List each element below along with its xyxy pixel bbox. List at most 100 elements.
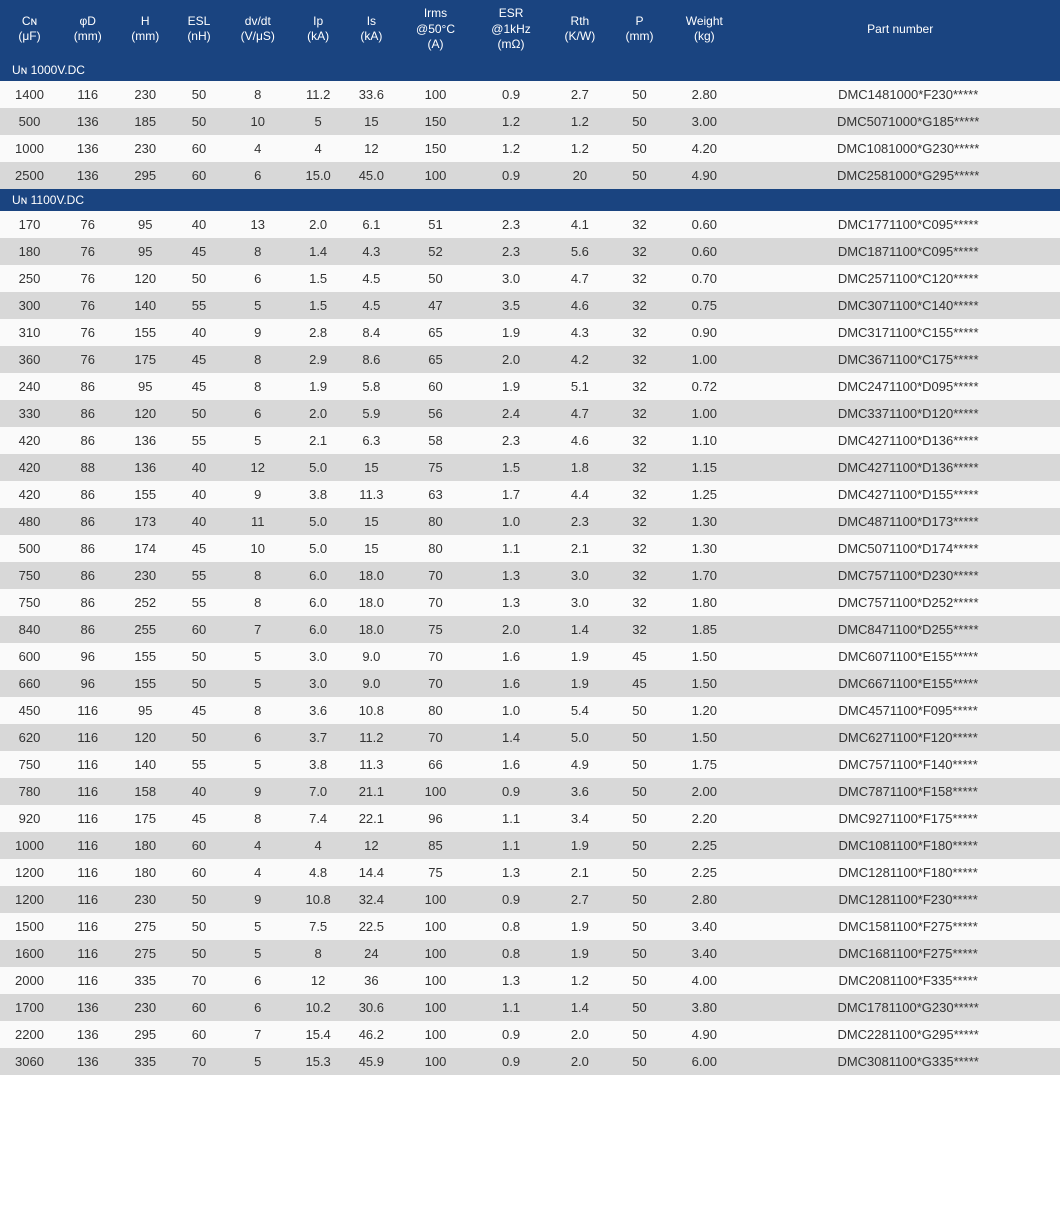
data-cell: 0.9 bbox=[473, 1021, 549, 1048]
data-cell: 1.9 bbox=[549, 643, 611, 670]
data-cell: 0.60 bbox=[668, 238, 740, 265]
part-number-cell: DMC5071100*D174***** bbox=[740, 535, 1060, 562]
table-row: 250013629560615.045.01000.920504.90DMC25… bbox=[0, 162, 1060, 189]
data-cell: 55 bbox=[174, 427, 224, 454]
data-cell: 32 bbox=[611, 616, 668, 643]
data-cell: 155 bbox=[116, 481, 173, 508]
data-cell: 1.15 bbox=[668, 454, 740, 481]
data-cell: 50 bbox=[174, 724, 224, 751]
data-cell: 420 bbox=[0, 481, 59, 508]
part-number-cell: DMC8471100*D255***** bbox=[740, 616, 1060, 643]
data-cell: 1.30 bbox=[668, 535, 740, 562]
part-number-cell: DMC1481000*F230***** bbox=[740, 81, 1060, 108]
data-cell: 45 bbox=[174, 346, 224, 373]
part-number-cell: DMC4271100*D155***** bbox=[740, 481, 1060, 508]
data-cell: 2.1 bbox=[549, 859, 611, 886]
data-cell: 4.6 bbox=[549, 427, 611, 454]
data-cell: 1.2 bbox=[473, 108, 549, 135]
data-cell: 3.8 bbox=[292, 751, 345, 778]
data-cell: 2.8 bbox=[292, 319, 345, 346]
col-header-11: Weight(kg) bbox=[668, 0, 740, 59]
data-cell: 2.0 bbox=[292, 211, 345, 238]
data-cell: 450 bbox=[0, 697, 59, 724]
part-number-cell: DMC2281100*G295***** bbox=[740, 1021, 1060, 1048]
data-cell: 65 bbox=[398, 346, 473, 373]
data-cell: 1.2 bbox=[473, 135, 549, 162]
data-cell: 9 bbox=[224, 319, 292, 346]
data-cell: 3.0 bbox=[292, 643, 345, 670]
col-header-12: Part number bbox=[740, 0, 1060, 59]
data-cell: 95 bbox=[116, 211, 173, 238]
data-cell: 136 bbox=[59, 162, 116, 189]
table-row: 310761554092.88.4651.94.3320.90DMC317110… bbox=[0, 319, 1060, 346]
data-cell: 45 bbox=[174, 697, 224, 724]
data-cell: 1.4 bbox=[549, 616, 611, 643]
data-cell: 75 bbox=[398, 454, 473, 481]
part-number-cell: DMC7571100*F140***** bbox=[740, 751, 1060, 778]
data-cell: 7 bbox=[224, 616, 292, 643]
data-cell: 5.9 bbox=[345, 400, 398, 427]
section-title: Uɴ 1000V.DC bbox=[0, 59, 1060, 81]
data-cell: 5.0 bbox=[292, 454, 345, 481]
data-cell: 76 bbox=[59, 211, 116, 238]
data-cell: 70 bbox=[174, 1048, 224, 1075]
data-cell: 95 bbox=[116, 238, 173, 265]
table-row: 250761205061.54.5503.04.7320.70DMC257110… bbox=[0, 265, 1060, 292]
data-cell: 1.9 bbox=[473, 373, 549, 400]
part-number-cell: DMC4271100*D136***** bbox=[740, 454, 1060, 481]
data-cell: 4.8 bbox=[292, 859, 345, 886]
data-cell: 45 bbox=[174, 373, 224, 400]
data-cell: 136 bbox=[59, 1048, 116, 1075]
data-cell: 9 bbox=[224, 886, 292, 913]
data-cell: 116 bbox=[59, 724, 116, 751]
data-cell: 180 bbox=[116, 832, 173, 859]
data-cell: 50 bbox=[174, 81, 224, 108]
data-cell: 1.1 bbox=[473, 805, 549, 832]
data-cell: 116 bbox=[59, 832, 116, 859]
data-cell: 8 bbox=[224, 562, 292, 589]
data-cell: 60 bbox=[174, 162, 224, 189]
table-row: 840862556076.018.0752.01.4321.85DMC84711… bbox=[0, 616, 1060, 643]
data-cell: 86 bbox=[59, 616, 116, 643]
data-cell: 120 bbox=[116, 265, 173, 292]
data-cell: 4.4 bbox=[549, 481, 611, 508]
data-cell: 500 bbox=[0, 108, 59, 135]
data-cell: 5.0 bbox=[549, 724, 611, 751]
data-cell: 5 bbox=[224, 1048, 292, 1075]
data-cell: 140 bbox=[116, 292, 173, 319]
data-cell: 50 bbox=[611, 859, 668, 886]
data-cell: 116 bbox=[59, 967, 116, 994]
part-number-cell: DMC6671100*E155***** bbox=[740, 670, 1060, 697]
data-cell: 32 bbox=[611, 589, 668, 616]
table-row: 140011623050811.233.61000.92.7502.80DMC1… bbox=[0, 81, 1060, 108]
data-cell: 2.0 bbox=[292, 400, 345, 427]
data-cell: 5 bbox=[224, 643, 292, 670]
data-cell: 1.8 bbox=[549, 454, 611, 481]
data-cell: 60 bbox=[398, 373, 473, 400]
data-cell: 5 bbox=[224, 427, 292, 454]
data-cell: 136 bbox=[59, 1021, 116, 1048]
data-cell: 2.9 bbox=[292, 346, 345, 373]
data-cell: 10.8 bbox=[345, 697, 398, 724]
data-cell: 620 bbox=[0, 724, 59, 751]
data-cell: 10.2 bbox=[292, 994, 345, 1021]
table-row: 24086954581.95.8601.95.1320.72DMC2471100… bbox=[0, 373, 1060, 400]
data-cell: 252 bbox=[116, 589, 173, 616]
data-cell: 175 bbox=[116, 805, 173, 832]
part-number-cell: DMC3071100*C140***** bbox=[740, 292, 1060, 319]
data-cell: 230 bbox=[116, 994, 173, 1021]
data-cell: 10 bbox=[224, 108, 292, 135]
data-cell: 1.1 bbox=[473, 535, 549, 562]
data-cell: 2.25 bbox=[668, 859, 740, 886]
data-cell: 1.4 bbox=[473, 724, 549, 751]
data-cell: 50 bbox=[611, 108, 668, 135]
data-cell: 50 bbox=[611, 778, 668, 805]
data-cell: 1.1 bbox=[473, 832, 549, 859]
data-cell: 12 bbox=[224, 454, 292, 481]
table-row: 420861365552.16.3582.34.6321.10DMC427110… bbox=[0, 427, 1060, 454]
data-cell: 1.2 bbox=[549, 967, 611, 994]
data-cell: 6.3 bbox=[345, 427, 398, 454]
data-cell: 2500 bbox=[0, 162, 59, 189]
data-cell: 3.40 bbox=[668, 940, 740, 967]
data-cell: 100 bbox=[398, 886, 473, 913]
